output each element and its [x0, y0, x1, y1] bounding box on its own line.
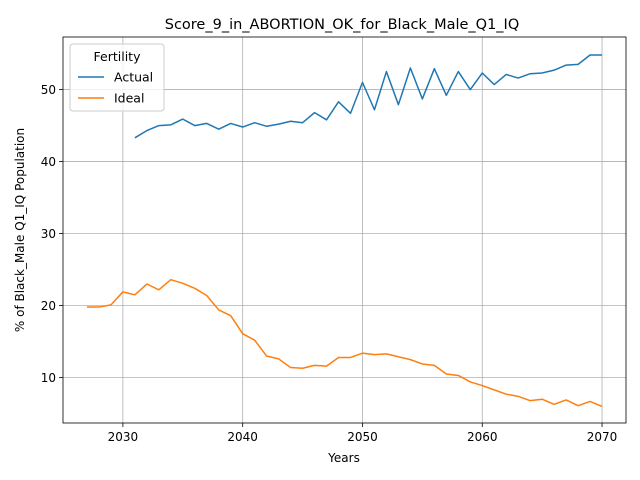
x-axis-label: Years [327, 451, 360, 465]
y-axis-label: % of Black_Male Q1_IQ Population [13, 128, 27, 332]
grid [63, 37, 626, 423]
x-axis-ticks: 2030 2040 2050 2060 2070 [108, 423, 618, 444]
legend-label-ideal: Ideal [114, 91, 144, 106]
x-tick-label: 2060 [467, 430, 498, 444]
x-tick-label: 2040 [227, 430, 258, 444]
y-tick-label: 40 [41, 155, 56, 169]
series-line-actual [134, 54, 603, 139]
plot-frame [62, 36, 627, 424]
y-tick-label: 30 [41, 227, 56, 241]
y-axis-ticks: 10 20 30 40 50 [41, 83, 63, 385]
chart-title: Score_9_in_ABORTION_OK_for_Black_Male_Q1… [165, 17, 520, 33]
legend: Fertility Actual Ideal [69, 43, 165, 112]
series-line-ideal [86, 278, 603, 408]
y-tick-label: 10 [41, 371, 56, 385]
legend-box [69, 43, 165, 112]
y-tick-label: 50 [41, 83, 56, 97]
x-tick-label: 2030 [108, 430, 139, 444]
x-tick-label: 2070 [587, 430, 618, 444]
legend-title: Fertility [94, 49, 142, 64]
y-tick-label: 20 [41, 299, 56, 313]
series-layer [86, 54, 603, 408]
x-tick-label: 2050 [347, 430, 378, 444]
legend-label-actual: Actual [114, 70, 153, 85]
